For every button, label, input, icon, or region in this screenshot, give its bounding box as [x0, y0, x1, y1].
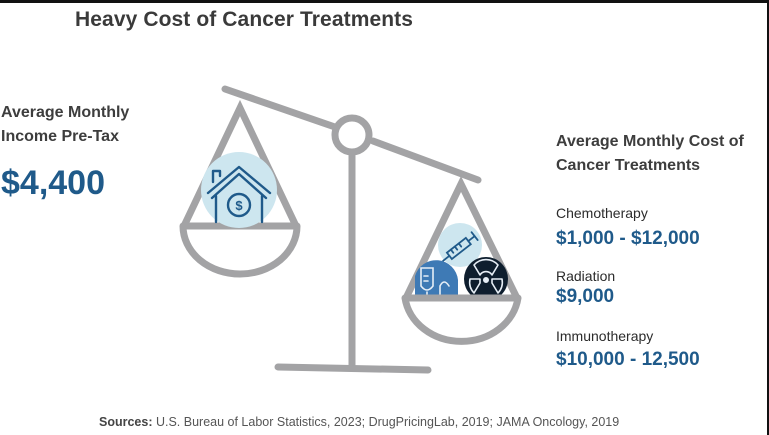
scale-pivot — [331, 114, 373, 156]
income-label-line2: Income Pre-Tax — [1, 128, 119, 145]
treatment-name-chemotherapy: Chemotherapy — [556, 205, 648, 221]
frame-top-border — [0, 0, 769, 3]
income-label-line1: Average Monthly — [1, 104, 130, 121]
treatment-cost-radiation: $9,000 — [556, 286, 615, 307]
treatment-name-radiation: Radiation — [556, 268, 616, 284]
scale-base — [274, 363, 432, 374]
page-title: Heavy Cost of Cancer Treatments — [75, 8, 414, 31]
scale-beam-right — [369, 137, 482, 184]
syringe-icon — [438, 223, 482, 267]
treatment-cost-chemotherapy: $1,000 - $12,000 — [556, 228, 700, 249]
costs-heading-line1: Average Monthly Cost of — [556, 133, 744, 150]
right-pan — [401, 176, 522, 345]
costs-heading: Average Monthly Cost of Cancer Treatment… — [556, 130, 769, 178]
house-dollar-icon: $ — [201, 152, 277, 228]
income-label: Average Monthly Income Pre-Tax — [1, 101, 181, 149]
sources-text: U.S. Bureau of Labor Statistics, 2023; D… — [152, 415, 620, 429]
treatment-cost-immunotherapy: $10,000 - 12,500 — [556, 349, 700, 370]
svg-text:$: $ — [235, 198, 243, 213]
iv-bag-icon — [415, 260, 458, 299]
costs-heading-line2: Cancer Treatments — [556, 157, 701, 174]
frame-right-border — [767, 0, 769, 435]
income-value: $4,400 — [1, 164, 105, 202]
scale-beam-left — [221, 85, 339, 131]
sources-label: Sources: — [99, 415, 153, 429]
treatment-name-immunotherapy: Immunotherapy — [556, 328, 654, 344]
radiation-icon — [464, 257, 508, 301]
sources-note: Sources: U.S. Bureau of Labor Statistics… — [99, 415, 619, 429]
